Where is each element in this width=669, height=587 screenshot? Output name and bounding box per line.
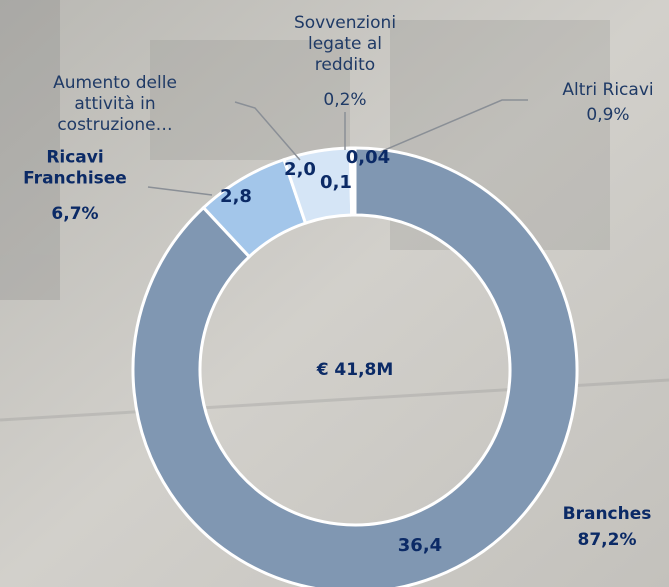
donut-segment [131, 146, 579, 587]
percent-label: 0,2% [323, 90, 366, 110]
center-label: € 41,8M [316, 360, 394, 380]
data-label: 2,0 [284, 159, 316, 180]
percent-label: 6,7% [51, 204, 98, 224]
category-label: Aumento delle attività in costruzione… [53, 73, 177, 135]
leader-line [379, 99, 528, 153]
data-label: 0,04 [346, 147, 390, 168]
donut-segment [352, 146, 357, 217]
category-label: Branches [563, 504, 652, 524]
data-label: 0,1 [320, 172, 352, 193]
percent-label: 0,9% [586, 105, 629, 125]
percent-label: 87,2% [578, 530, 637, 550]
data-label: 2,8 [220, 186, 252, 207]
leader-line [147, 186, 213, 196]
category-label: Ricavi Franchisee [23, 148, 127, 189]
category-label: Altri Ricavi [562, 80, 653, 100]
leader-line [234, 101, 301, 161]
category-label: Sovvenzioni legate al reddito [294, 13, 396, 75]
background-photo [0, 0, 669, 422]
data-label: 36,4 [398, 535, 442, 556]
